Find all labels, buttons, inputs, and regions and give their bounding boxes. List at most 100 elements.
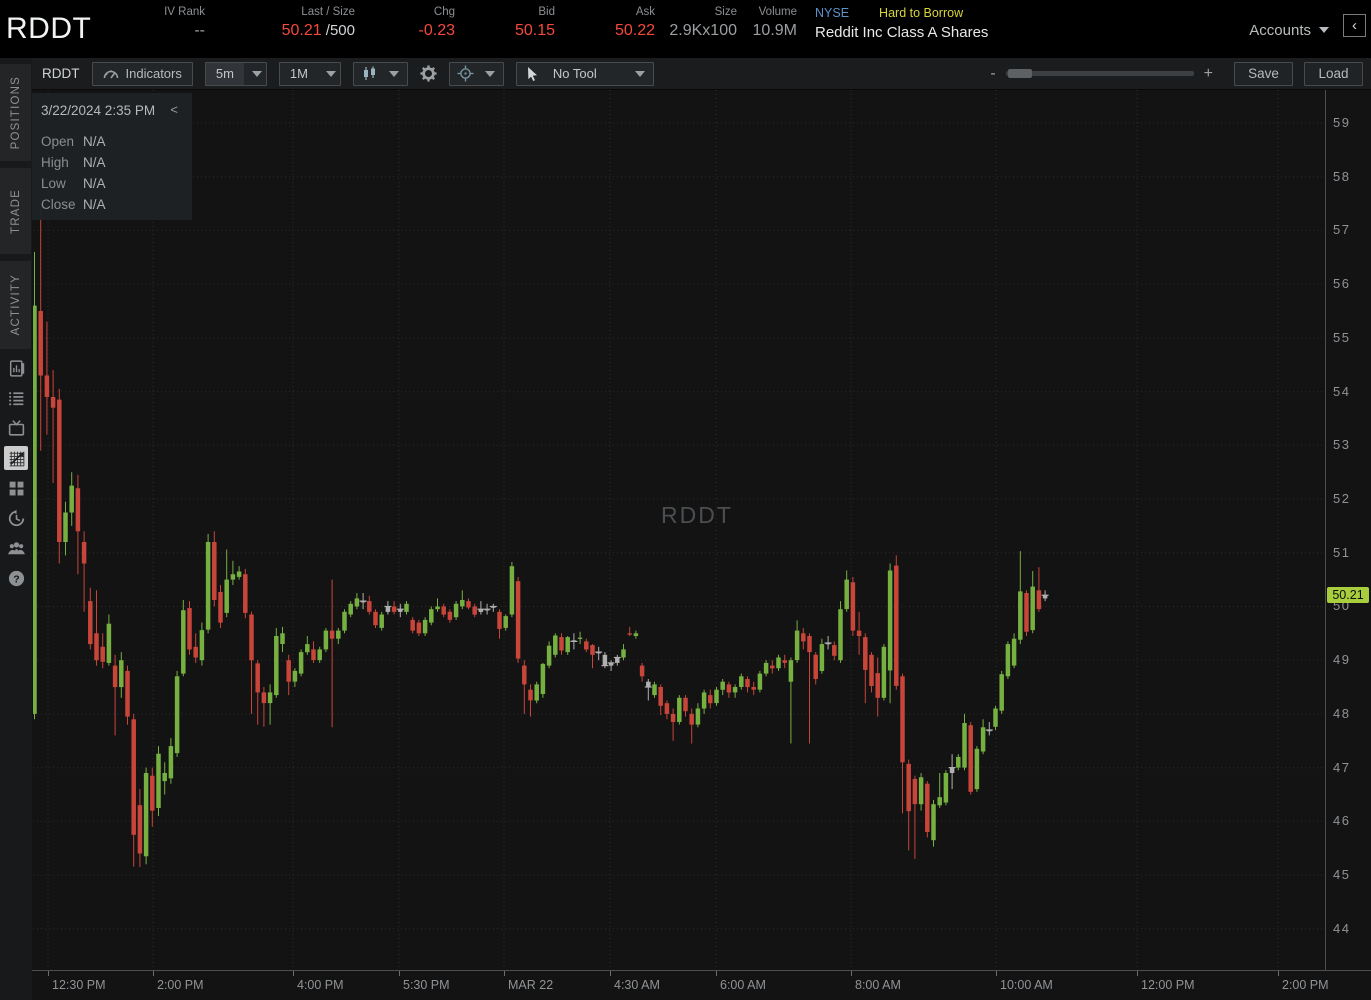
history-icon <box>8 509 24 526</box>
candle <box>515 576 521 663</box>
tool-value: No Tool <box>552 66 597 81</box>
drawing-tool-dropdown[interactable]: No Tool <box>515 61 654 86</box>
chart-settings-gear-icon[interactable] <box>416 65 441 82</box>
candle <box>900 673 905 814</box>
ohlc-collapse-button[interactable]: < <box>170 102 178 117</box>
quote-field-label: Bid <box>538 6 555 18</box>
quote-field-bid: Bid 50.15 <box>455 0 555 58</box>
candle <box>396 603 404 618</box>
gauge-icon <box>103 67 119 80</box>
time-axis-label: 8:00 AM <box>855 978 901 992</box>
candle <box>652 681 657 698</box>
chart-type-dropdown[interactable] <box>352 61 408 86</box>
range-value: 1M <box>289 66 308 81</box>
candle <box>199 622 205 666</box>
candle <box>119 652 124 698</box>
candle <box>1005 641 1011 679</box>
candle <box>565 636 570 655</box>
quote-field-label: Chg <box>433 6 455 18</box>
candle <box>918 773 924 811</box>
candle <box>435 598 440 612</box>
candle <box>522 660 527 714</box>
candle <box>962 713 967 771</box>
candle <box>887 563 893 704</box>
candle <box>1041 590 1049 602</box>
candle <box>379 611 384 631</box>
collapse-panel-button[interactable]: ‹ <box>1343 14 1366 37</box>
range-dropdown[interactable]: 1M <box>278 61 341 86</box>
candle <box>937 773 942 808</box>
candle <box>125 665 130 725</box>
candle <box>305 636 310 655</box>
candle <box>819 638 825 674</box>
candle <box>776 654 781 671</box>
load-button[interactable]: Load <box>1304 61 1363 86</box>
candle <box>695 703 701 728</box>
candle <box>968 722 973 795</box>
chart-watermark: RDDT <box>661 502 733 528</box>
candle <box>751 681 756 696</box>
candle <box>980 719 986 755</box>
candle <box>404 601 409 615</box>
candle <box>131 713 136 867</box>
candle <box>336 628 341 645</box>
candle <box>483 603 491 615</box>
sidebar-icon-orders-list[interactable] <box>4 386 28 410</box>
sidebar-icon-chart[interactable] <box>4 446 28 470</box>
candle <box>838 601 843 663</box>
sidebar-icon-help[interactable]: ? <box>4 566 28 590</box>
blocks-icon <box>9 481 23 495</box>
accounts-menu[interactable]: Accounts <box>1249 0 1329 58</box>
candle <box>856 611 862 655</box>
candle <box>384 601 392 615</box>
sidebar-tab-positions[interactable]: POSITIONS <box>0 64 31 161</box>
candle <box>150 767 155 827</box>
zoom-slider-handle[interactable] <box>1007 69 1032 78</box>
candle <box>607 660 615 671</box>
ohlc-row-value: N/A <box>83 176 106 191</box>
time-axis-label: 2:00 PM <box>1282 978 1329 992</box>
candle <box>212 531 217 607</box>
candle <box>689 708 694 744</box>
price-axis-label: 44 <box>1333 921 1351 936</box>
candle <box>869 652 874 693</box>
timeframe-value: 5m <box>205 62 244 85</box>
sidebar-icon-blocks[interactable] <box>4 476 28 500</box>
candle <box>286 654 291 696</box>
candle <box>391 601 397 615</box>
time-axis[interactable]: 12:30 PM 2:00 PM 4:00 PM 5:30 PM MAR 22 4:30 … <box>32 970 1371 1000</box>
zoom-slider[interactable] <box>1005 69 1194 78</box>
candlestick-plot[interactable] <box>33 90 1325 970</box>
candle <box>323 628 329 653</box>
crosshair-dropdown[interactable] <box>448 61 504 86</box>
quote-field-label: Size <box>714 6 737 18</box>
candle <box>757 670 763 693</box>
quote-field-value: 50.21 /500 <box>281 22 355 39</box>
chart-region[interactable]: RDDT 50.21 59 58 57 56 55 54 53 52 51 50 49 48 47 46 4… <box>32 90 1371 1000</box>
sidebar-tab-trade[interactable]: TRADE <box>0 168 31 254</box>
sidebar-icon-tv[interactable] <box>4 416 28 440</box>
time-axis-tick <box>610 971 611 976</box>
price-axis-label: 57 <box>1333 222 1351 237</box>
zoom-out-button[interactable]: - <box>990 64 996 82</box>
quote-field-ask: Ask 50.22 <box>555 0 655 58</box>
candle <box>1030 571 1035 634</box>
candle <box>75 474 81 575</box>
candle <box>57 388 62 564</box>
price-axis[interactable]: 50.21 59 58 57 56 55 54 53 52 51 50 49 48 47 46 45 44 <box>1325 90 1371 970</box>
candle <box>205 533 211 634</box>
sidebar-icon-history[interactable] <box>4 506 28 530</box>
sidebar-icon-journal[interactable] <box>4 356 28 380</box>
timeframe-dropdown[interactable]: 5m <box>204 61 267 86</box>
candle <box>590 644 595 669</box>
ohlc-row-value: N/A <box>83 155 106 170</box>
zoom-controls: - + <box>980 65 1223 83</box>
sidebar-tab-activity[interactable]: ACTIVITY <box>0 261 31 349</box>
sidebar-icon-people[interactable] <box>4 536 28 560</box>
save-button[interactable]: Save <box>1234 61 1293 86</box>
indicators-button[interactable]: Indicators <box>91 61 193 86</box>
zoom-in-button[interactable]: + <box>1203 64 1213 82</box>
candle <box>925 781 930 838</box>
candle <box>317 646 322 663</box>
sidebar-tab-label: TRADE <box>9 188 22 234</box>
